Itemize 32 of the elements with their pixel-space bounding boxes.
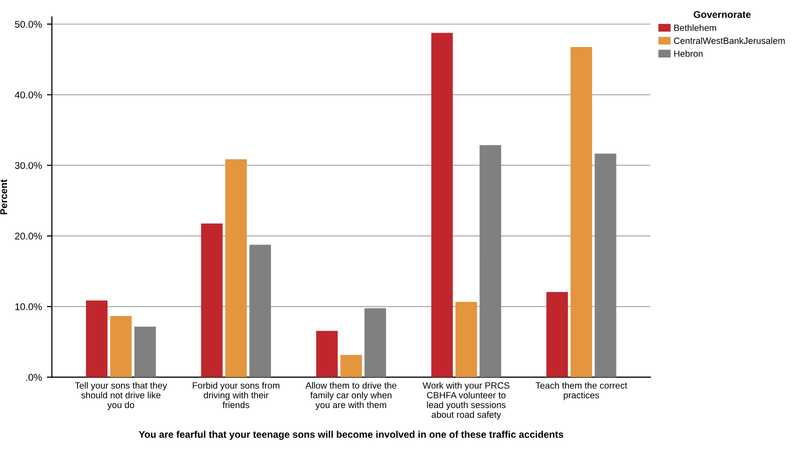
y-tick-label: 10.0% — [15, 303, 42, 310]
x-tick-label: Teach them the correct practices — [536, 382, 628, 400]
bar — [594, 154, 616, 378]
bar — [225, 159, 247, 378]
y-tick-label: .0% — [26, 374, 42, 381]
bar — [249, 244, 271, 378]
x-tick-label: Tell your sons that they should not drive like you do — [74, 382, 168, 410]
bar — [340, 354, 362, 378]
bar — [86, 300, 108, 378]
bar — [201, 224, 223, 378]
bar — [546, 292, 568, 378]
x-tick-label: Forbid your sons from driving with their friends — [192, 382, 280, 408]
x-tick-label: Allow them to drive the family car only when you are with them — [305, 382, 396, 410]
bar — [455, 302, 477, 378]
legend-title: Governorate — [694, 11, 751, 18]
y-tick-label: 50.0% — [14, 20, 42, 28]
bar — [316, 330, 338, 378]
bar — [570, 47, 592, 378]
y-tick-label: 30.0% — [14, 162, 42, 169]
legend-label: CentralWestBankJerusalem — [674, 37, 785, 44]
x-tick-label: Work with your PRCS CBHFA volunteer to lead youth sessions about road safety — [422, 382, 510, 420]
bar — [110, 316, 132, 378]
x-axis-title: You are fearful that your teenage sons will become involved in one of these traffic accidents — [138, 430, 564, 440]
legend-label: Hebron — [674, 50, 703, 57]
y-axis-title: Percent — [0, 179, 8, 214]
bar — [480, 145, 502, 378]
bar — [431, 32, 453, 378]
y-tick-label: 20.0% — [15, 232, 42, 240]
y-tick-label: 40.0% — [14, 91, 42, 98]
legend-label: Bethlehem — [674, 24, 716, 32]
bar — [134, 326, 156, 378]
bar — [364, 308, 386, 378]
